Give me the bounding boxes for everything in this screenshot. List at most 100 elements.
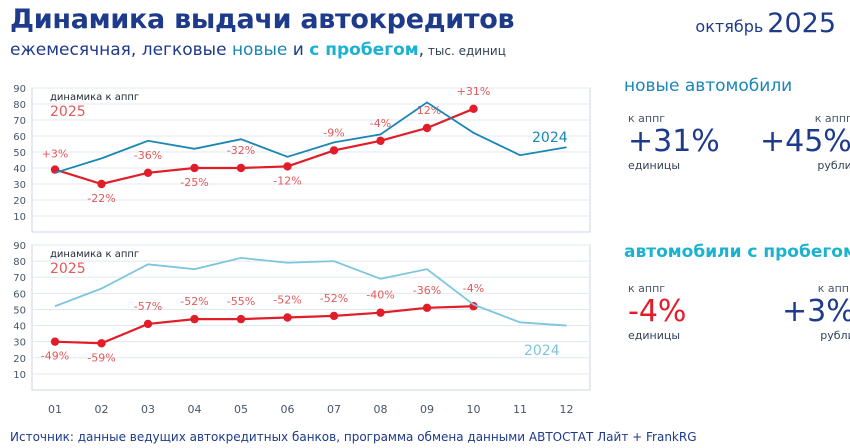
y-tick-label: 70 <box>13 116 26 127</box>
y-tick-label: 30 <box>13 338 26 349</box>
y-tick-label: 60 <box>13 289 26 300</box>
data-point <box>143 168 153 177</box>
x-tick-label: 12 <box>560 403 574 416</box>
data-label: -55% <box>227 295 255 308</box>
data-label: +3% <box>42 148 69 161</box>
data-point <box>329 311 339 321</box>
page-title: Динамика выдачи автокредитов <box>10 4 515 35</box>
data-label: -36% <box>413 284 441 297</box>
data-point <box>376 308 385 317</box>
series-name-2024: 2024 <box>524 343 560 359</box>
panel-annotation: динамика к аппг <box>50 92 139 103</box>
new-cars-title: новые автомобили <box>624 76 793 96</box>
used-units-unit: единицы <box>628 329 681 342</box>
data-label: -4% <box>370 117 391 130</box>
data-point <box>422 123 432 133</box>
x-tick-label: 11 <box>513 403 527 416</box>
data-label: -32% <box>227 144 255 157</box>
data-label: -22% <box>87 192 115 205</box>
subtitle-used: с пробегом <box>309 40 419 60</box>
chart-used-cars: 10 20 30 40 50 60 70 80 90 динамика к аппг -49% -59… <box>13 241 591 391</box>
x-tick-label: 05 <box>234 403 248 416</box>
y-tick-label: 10 <box>13 212 26 223</box>
y-tick-label: 60 <box>13 132 26 143</box>
data-point <box>376 136 385 145</box>
data-label: +31% <box>457 85 491 98</box>
new-units-stat: к аппг +31% единицы <box>628 112 720 172</box>
x-tick-label: 03 <box>141 403 155 416</box>
subtitle-units: тыс. единиц <box>424 44 506 58</box>
used-rub-stat: к аппг +3% рубли <box>782 282 850 342</box>
x-tick-label: 06 <box>281 403 295 416</box>
x-tick-label: 04 <box>188 403 202 416</box>
source-note: Источник: данные ведущих автокредитных б… <box>10 430 697 444</box>
series-line-2025 <box>54 305 474 345</box>
data-point <box>50 337 60 346</box>
data-label: -59% <box>87 351 115 364</box>
y-tick-label: 80 <box>13 100 26 111</box>
data-point <box>190 314 199 324</box>
series-name-2025: 2025 <box>50 261 86 277</box>
x-tick-label: 01 <box>48 403 62 416</box>
y-tick-label: 50 <box>13 305 26 316</box>
report-month: октябрь <box>695 17 764 36</box>
data-point <box>283 162 292 171</box>
data-point <box>97 179 106 189</box>
data-label: -49% <box>41 350 69 363</box>
new-rub-unit: рубли <box>817 159 850 172</box>
y-tick-label: 50 <box>13 148 26 159</box>
series-name-2024: 2024 <box>532 130 568 146</box>
x-tick-label: 07 <box>327 403 341 416</box>
new-rub-stat: к аппг +45% рубли <box>760 112 850 172</box>
data-point <box>236 163 246 173</box>
data-label: -52% <box>273 294 301 307</box>
data-label: -40% <box>366 289 394 302</box>
chart-new-cars: 10 20 30 40 50 60 70 80 90 динамика к аппг +3% -22%… <box>13 84 591 233</box>
subtitle-new: новые <box>231 40 288 60</box>
series-line-2024 <box>54 256 567 327</box>
data-point <box>329 146 339 155</box>
y-tick-label: 20 <box>13 196 26 207</box>
y-tick-label: 10 <box>13 370 26 381</box>
panel-annotation: динамика к аппг <box>50 249 139 260</box>
used-units-value: -4% <box>628 294 687 329</box>
series-name-2025: 2025 <box>50 104 86 120</box>
x-axis-labels: 01 02 03 04 05 06 07 08 09 10 11 12 <box>48 403 574 416</box>
new-units-label: к аппг <box>628 112 666 125</box>
subtitle-prefix: ежемесячная, легковые <box>10 40 232 60</box>
y-tick-label: 80 <box>13 257 26 268</box>
data-point <box>190 163 199 173</box>
used-cars-title: автомобили с пробегом <box>624 242 850 262</box>
y-tick-label: 20 <box>13 354 26 365</box>
series-line-2025 <box>54 107 474 186</box>
page-subtitle: ежемесячная, легковые новые и с пробегом… <box>10 40 506 60</box>
data-label: -52% <box>320 292 348 305</box>
data-point <box>283 313 292 322</box>
data-point <box>422 303 432 313</box>
panel-frame <box>31 87 591 233</box>
data-label: -4% <box>463 282 484 295</box>
y-tick-label: 30 <box>13 180 26 191</box>
subtitle-and: и <box>287 40 310 60</box>
data-label: -52% <box>180 295 208 308</box>
x-tick-label: 10 <box>467 403 481 416</box>
data-label: -12% <box>413 104 441 117</box>
used-rub-unit: рубли <box>820 329 850 342</box>
y-tick-label: 90 <box>13 84 26 95</box>
data-label: -57% <box>134 300 162 313</box>
data-label: -25% <box>180 176 208 189</box>
data-label: -12% <box>273 174 301 187</box>
y-tick-label: 90 <box>13 241 26 252</box>
new-units-value: +31% <box>628 124 720 159</box>
data-label: -36% <box>134 149 162 162</box>
used-rub-value: +3% <box>782 294 850 329</box>
x-tick-label: 08 <box>374 403 388 416</box>
x-tick-label: 02 <box>95 403 109 416</box>
report-date: октябрь 2025 <box>695 8 836 39</box>
used-units-stat: к аппг -4% единицы <box>628 282 686 342</box>
report-year: 2025 <box>767 8 836 39</box>
data-point <box>469 104 478 114</box>
x-tick-label: 09 <box>420 403 434 416</box>
y-tick-label: 40 <box>13 164 26 175</box>
